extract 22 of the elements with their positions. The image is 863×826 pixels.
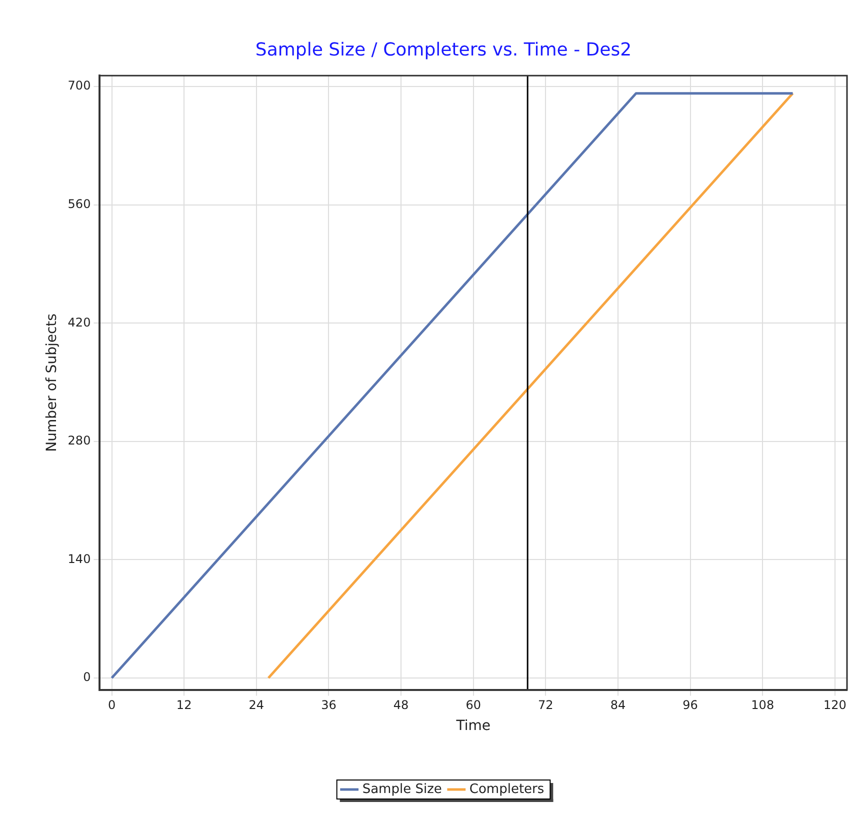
x-tick-label: 36 <box>321 698 336 712</box>
y-tick-label: 140 <box>68 552 91 566</box>
legend-label: Completers <box>469 782 544 797</box>
x-tick-label: 72 <box>538 698 554 712</box>
x-tick-label: 12 <box>176 698 192 712</box>
x-tick-label: 0 <box>108 698 116 712</box>
x-tick-label: 108 <box>751 698 774 712</box>
y-tick-label: 420 <box>68 315 91 330</box>
y-tick-label: 0 <box>83 670 91 684</box>
chart-title: Sample Size / Completers vs. Time - Des2 <box>255 39 632 60</box>
x-tick-label: 120 <box>823 698 846 712</box>
legend-label: Sample Size <box>362 782 442 797</box>
x-tick-label: 24 <box>248 698 264 712</box>
x-tick-label: 84 <box>610 698 626 712</box>
x-axis-title: Time <box>455 718 490 734</box>
x-tick-label: 96 <box>682 698 698 712</box>
y-tick-label: 280 <box>68 434 91 448</box>
y-tick-label: 560 <box>68 196 91 211</box>
x-tick-label: 48 <box>393 698 409 712</box>
y-axis-title: Number of Subjects <box>44 314 60 452</box>
y-tick-label: 700 <box>68 78 91 93</box>
x-tick-label: 60 <box>466 698 481 712</box>
